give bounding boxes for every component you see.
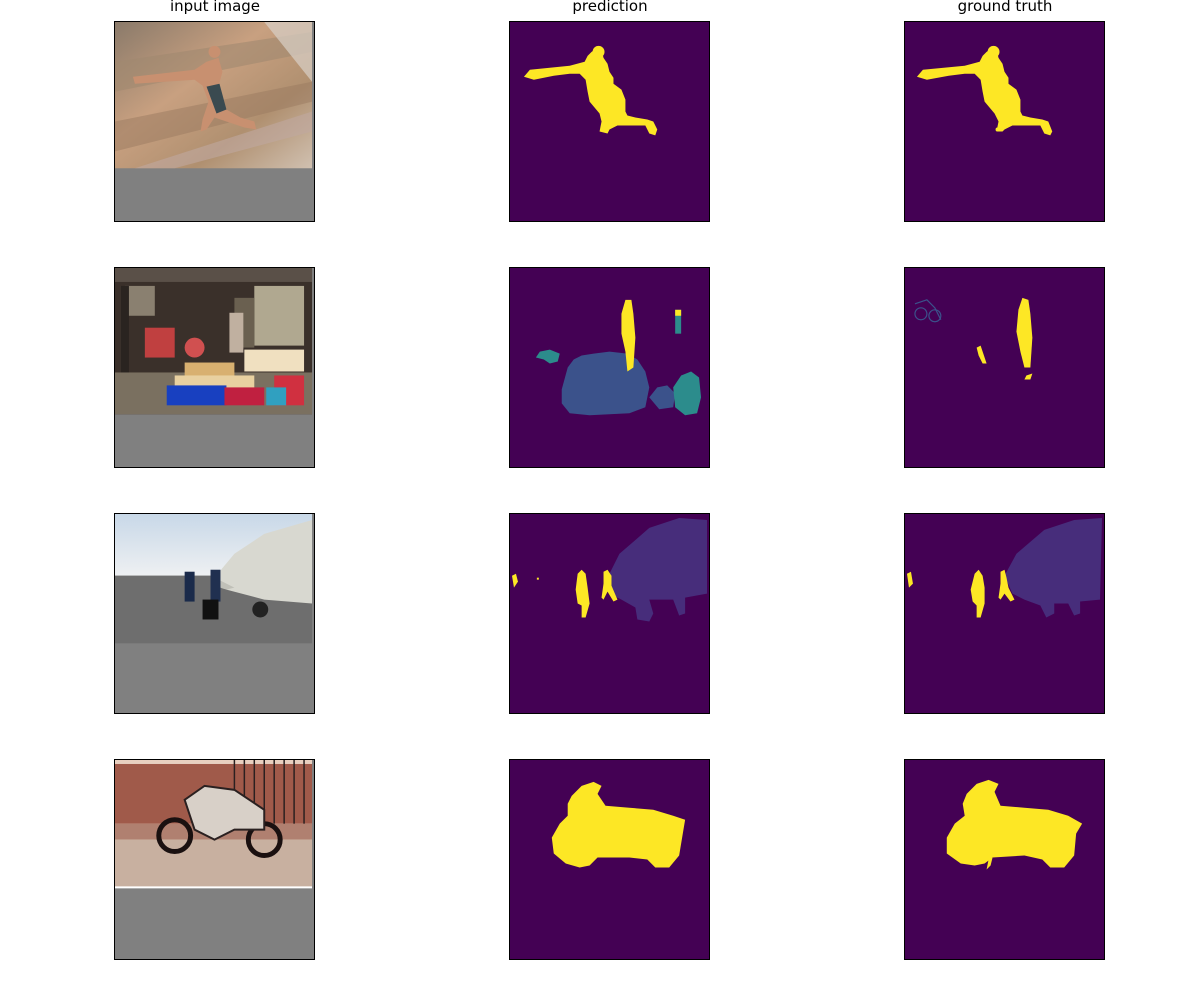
ground-truth-mask-aircraft bbox=[904, 513, 1105, 714]
input-image-aircraft bbox=[114, 513, 315, 714]
input-image-garage bbox=[114, 267, 315, 468]
input-image-climber bbox=[114, 21, 315, 222]
prediction-mask-climber bbox=[509, 21, 710, 222]
ground-truth-mask-motorcycle bbox=[904, 759, 1105, 960]
prediction-mask-motorcycle bbox=[509, 759, 710, 960]
ground-truth-mask-garage bbox=[904, 267, 1105, 468]
title-input-image: input image bbox=[169, 0, 261, 15]
title-prediction: prediction bbox=[572, 0, 648, 15]
prediction-mask-aircraft bbox=[509, 513, 710, 714]
ground-truth-mask-climber bbox=[904, 21, 1105, 222]
input-image-motorcycle bbox=[114, 759, 315, 960]
title-ground-truth: ground truth bbox=[957, 0, 1053, 15]
prediction-mask-garage bbox=[509, 267, 710, 468]
